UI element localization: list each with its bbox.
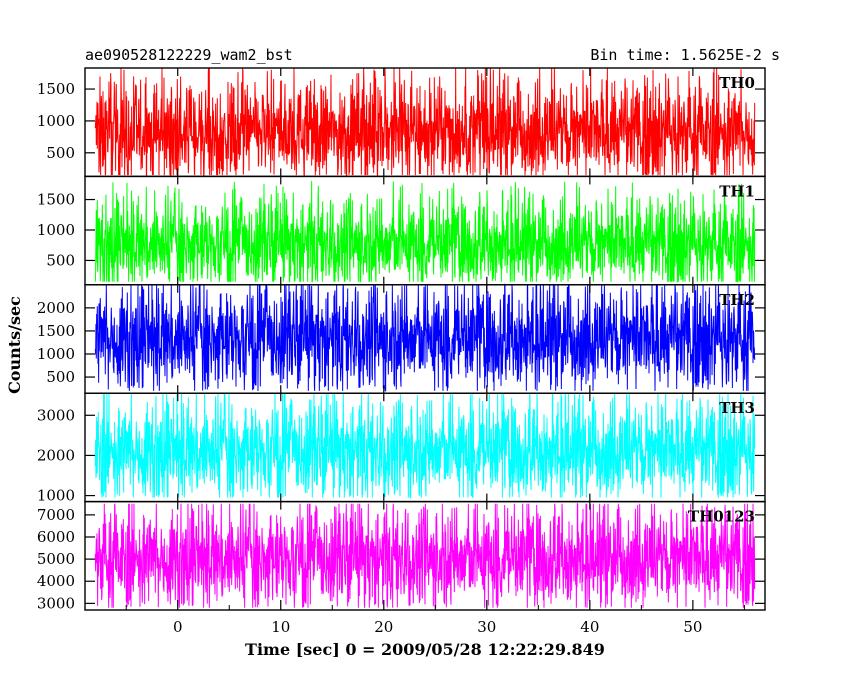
- panel-label: TH3: [719, 399, 755, 417]
- series-line-th0123: [94, 503, 756, 609]
- x-tick-label: 50: [683, 618, 702, 636]
- panel-label: TH1: [719, 182, 755, 200]
- y-tick-label: 6000: [37, 528, 75, 546]
- x-axis-label: Time [sec] 0 = 2009/05/28 12:22:29.849: [245, 640, 605, 659]
- y-tick-label: 1500: [37, 322, 75, 340]
- x-axis: 0 10 20 30 40 50: [125, 68, 745, 636]
- x-tick-label: 20: [374, 618, 393, 636]
- y-tick-label: 500: [46, 368, 75, 386]
- panel-label: TH2: [719, 291, 755, 309]
- panel-th1: 500 1000 1500 TH1: [37, 175, 766, 286]
- panel-th3: 1000 2000 3000 TH3: [37, 392, 766, 505]
- panel-th2: 500 1000 1500 2000 TH2: [37, 283, 766, 394]
- y-tick-label: 4000: [37, 572, 75, 590]
- series-line-th3: [94, 392, 756, 499]
- panel-label: TH0123: [688, 508, 755, 526]
- y-tick-label: 1000: [37, 487, 75, 505]
- panels-group: 500 1000 1500 TH0 500 1000 1500 TH1 500 1000 1500 2…: [37, 67, 766, 612]
- y-tick-label: 2000: [37, 446, 75, 464]
- y-tick-label: 3000: [37, 594, 75, 612]
- series-line-th2: [94, 283, 756, 392]
- x-tick-label: 40: [580, 618, 599, 636]
- y-tick-label: 3000: [37, 406, 75, 424]
- panel-th0123: 3000 4000 5000 6000 7000 TH0123: [37, 500, 766, 612]
- chart-title: ae090528122229_wam2_bst: [85, 46, 293, 64]
- y-tick-label: 1500: [37, 191, 75, 209]
- y-tick-label: 1000: [37, 345, 75, 363]
- panel-th0: 500 1000 1500 TH0: [37, 67, 766, 178]
- x-tick-label: 0: [173, 618, 183, 636]
- panel-frame: [84, 500, 766, 611]
- y-tick-label: 1000: [37, 221, 75, 239]
- series-line-th0: [94, 67, 756, 177]
- y-tick-label: 1500: [37, 80, 75, 98]
- bin-time-label: Bin time: 1.5625E-2 s: [590, 46, 780, 64]
- series-line-th1: [94, 181, 756, 283]
- panel-label: TH0: [719, 74, 755, 92]
- y-axis-label: Counts/sec: [5, 296, 24, 394]
- x-tick-label: 30: [477, 618, 496, 636]
- y-tick-label: 500: [46, 251, 75, 269]
- y-tick-label: 7000: [37, 506, 75, 524]
- y-tick-label: 1000: [37, 112, 75, 130]
- x-tick-label: 10: [271, 618, 290, 636]
- y-tick-label: 500: [46, 144, 75, 162]
- y-tick-label: 5000: [37, 550, 75, 568]
- y-tick-label: 2000: [37, 299, 75, 317]
